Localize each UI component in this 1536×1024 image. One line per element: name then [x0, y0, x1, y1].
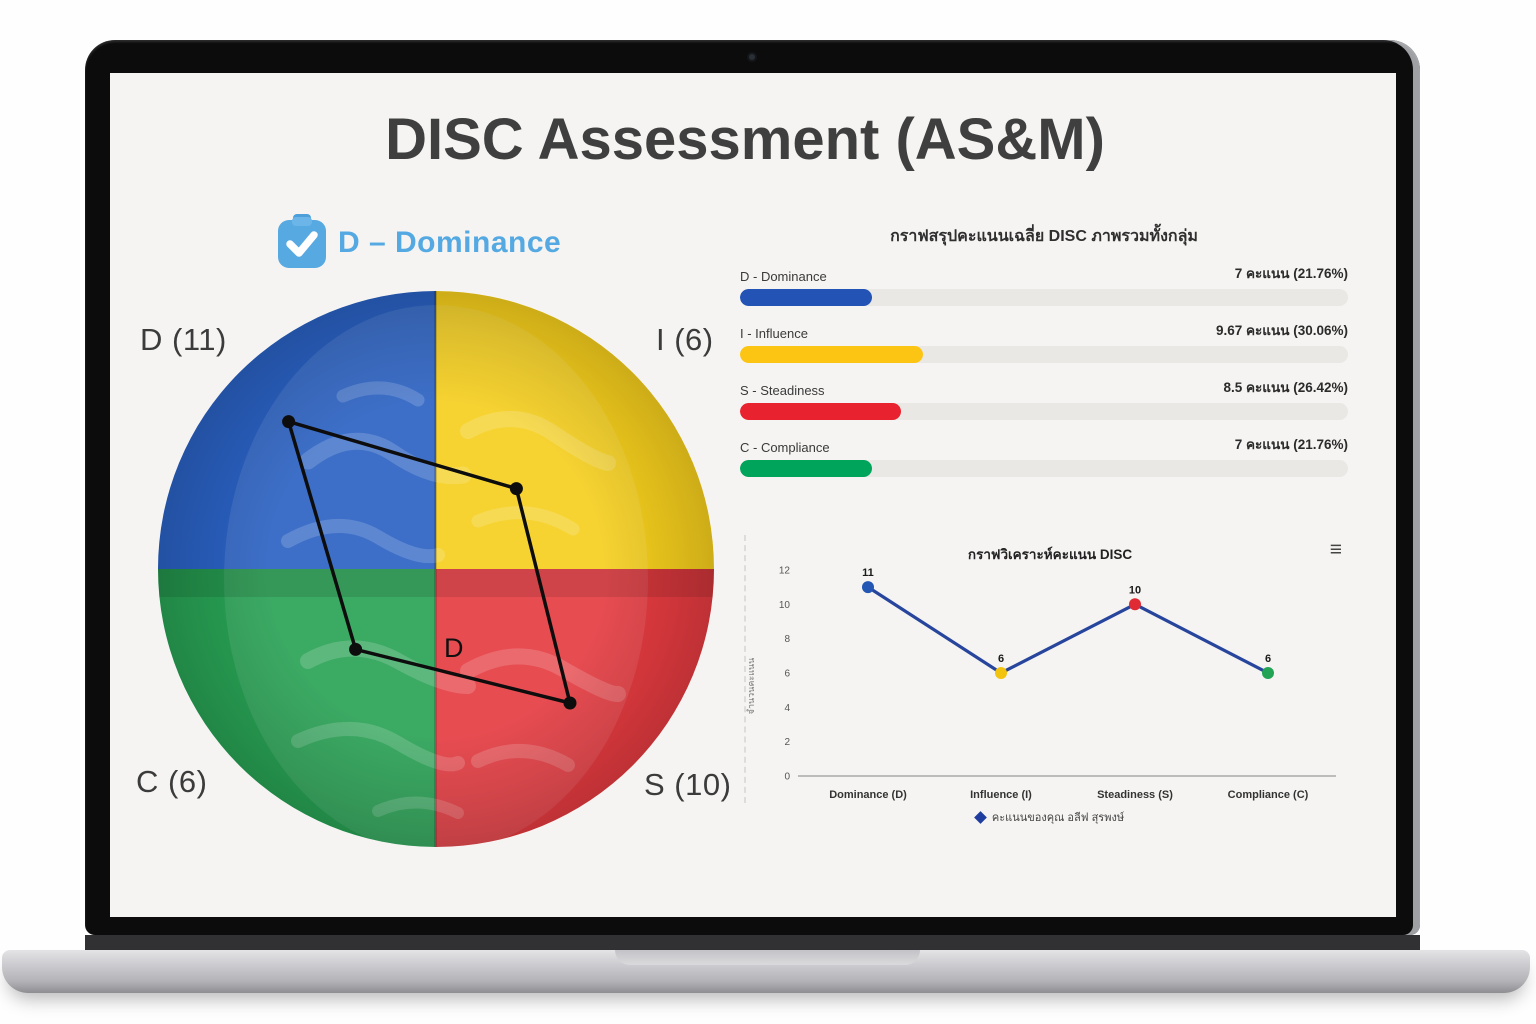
svg-text:8: 8	[784, 634, 790, 645]
svg-text:Compliance (C): Compliance (C)	[1228, 789, 1309, 801]
legend-label: คะแนนของคุณ อลีฟ สุรพงษ์	[991, 812, 1125, 824]
svg-text:10: 10	[779, 600, 791, 611]
selected-trait-label: D – Dominance	[338, 226, 562, 259]
svg-text:Dominance (D): Dominance (D)	[829, 789, 907, 801]
bar-fill-compliance	[740, 460, 873, 477]
line-chart-dashed-border	[744, 535, 746, 803]
brain-quadrant-chart	[158, 291, 714, 847]
bar-row-compliance: C - Compliance 7 คะแนน (21.76%)	[740, 433, 1348, 477]
line-chart-header: กราฟวิเคราะห์คะแนน DISC ≡	[740, 539, 1360, 565]
bar-row-steadiness: S - Steadiness 8.5 คะแนน (26.42%)	[740, 376, 1348, 420]
bar-track	[740, 289, 1348, 306]
bar-category-label: I - Influence	[740, 326, 808, 341]
bar-value-label: 8.5 คะแนน (26.42%)	[1223, 380, 1349, 395]
svg-text:10: 10	[1129, 584, 1141, 596]
svg-text:Steadiness (S): Steadiness (S)	[1097, 789, 1173, 801]
disc-line-chart: 0 2 4 6 8 10 12 จำนวนคะแนน 11 6 10 6 Dominance (D) In…	[746, 565, 1336, 801]
svg-text:12: 12	[779, 565, 791, 576]
svg-text:2: 2	[784, 737, 790, 748]
bar-category-label: S - Steadiness	[740, 383, 825, 398]
bar-fill-dominance	[740, 289, 873, 306]
bar-category-label: D - Dominance	[740, 269, 827, 284]
disc-score-polygon	[282, 415, 577, 710]
quadrant-label-steadiness: S (10)	[644, 767, 732, 802]
page-title: DISC Assessment (AS&M)	[385, 107, 1105, 172]
svg-text:4: 4	[784, 703, 790, 714]
svg-text:6: 6	[1265, 653, 1271, 665]
polygon-center-label: D	[444, 633, 464, 663]
svg-text:0: 0	[784, 772, 790, 783]
quadrant-label-compliance: C (6)	[136, 764, 208, 799]
clipboard-check-icon	[278, 214, 326, 268]
svg-text:6: 6	[784, 668, 790, 679]
quadrant-label-influence: I (6)	[656, 322, 714, 357]
bar-value-label: 7 คะแนน (21.76%)	[1234, 437, 1348, 452]
svg-text:6: 6	[998, 653, 1004, 665]
bar-fill-influence	[740, 346, 923, 363]
svg-text:จำนวนคะแนน: จำนวนคะแนน	[746, 658, 756, 715]
bar-category-label: C - Compliance	[740, 440, 830, 455]
chart-legend[interactable]: คะแนนของคุณ อลีฟ สุรพงษ์	[740, 808, 1360, 826]
webcam-dot	[749, 54, 755, 60]
bar-value-label: 9.67 คะแนน (30.06%)	[1216, 323, 1348, 338]
bar-chart-title: กราฟสรุปคะแนนเฉลี่ย DISC ภาพรวมทั้งกลุ่ม	[890, 228, 1198, 245]
bar-track	[740, 403, 1348, 420]
group-average-bar-chart: กราฟสรุปคะแนนเฉลี่ย DISC ภาพรวมทั้งกลุ่ม…	[740, 224, 1348, 477]
laptop-base-notch	[615, 950, 920, 965]
chart-menu-icon[interactable]: ≡	[1329, 538, 1342, 561]
bar-value-label: 7 คะแนน (21.76%)	[1234, 266, 1348, 281]
legend-diamond-marker	[974, 810, 987, 824]
bar-row-dominance: D - Dominance 7 คะแนน (21.76%)	[740, 262, 1348, 306]
laptop-hinge	[85, 935, 1420, 950]
bar-fill-steadiness	[740, 403, 901, 420]
svg-text:Influence (I): Influence (I)	[970, 789, 1032, 801]
quadrant-label-dominance: D (11)	[140, 322, 227, 357]
line-chart-title: กราฟวิเคราะห์คะแนน DISC	[967, 547, 1133, 562]
bar-track	[740, 346, 1348, 363]
bar-row-influence: I - Influence 9.67 คะแนน (30.06%)	[740, 319, 1348, 363]
brain-texture	[158, 291, 714, 847]
bar-track	[740, 460, 1348, 477]
svg-text:11: 11	[862, 567, 874, 579]
